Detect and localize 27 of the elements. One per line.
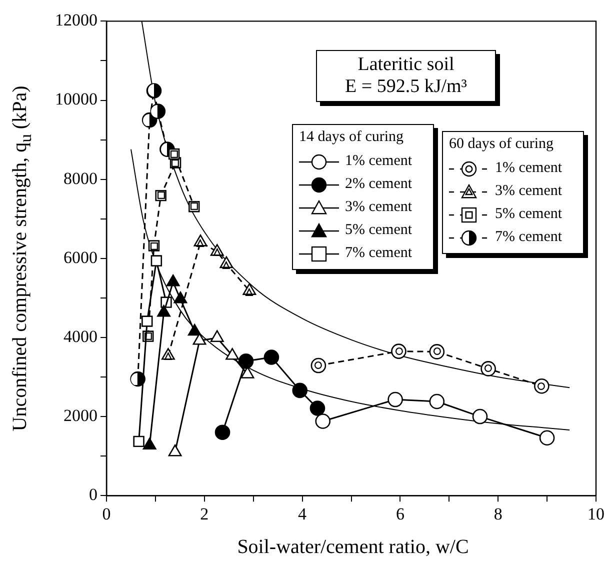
- x-tick-label: 6: [396, 504, 404, 524]
- legend-label: 3% cement: [345, 199, 412, 216]
- legend-label: 1% cement: [345, 153, 412, 170]
- x-tick-label: 8: [494, 504, 502, 524]
- x-tick-label: 0: [102, 504, 111, 524]
- y-tick-label: 12000: [55, 10, 98, 30]
- annotation: Lateritic soil: [356, 54, 456, 76]
- x-tick-label: 2: [200, 504, 209, 524]
- legend-label: 7% cement: [495, 229, 562, 246]
- legend-label: 5% cement: [345, 222, 412, 239]
- legend-label: 3% cement: [495, 183, 562, 200]
- legend-title: 14 days of curing: [299, 129, 405, 146]
- legend-label: 2% cement: [345, 176, 412, 193]
- annotation: 60 days of curing: [449, 136, 555, 153]
- y-tick-label: 8000: [64, 168, 98, 188]
- x-axis-title: Soil-water/cement ratio, w/C: [236, 536, 470, 559]
- y-tick-label: 2000: [64, 406, 98, 425]
- annotation: E = 592.5 kJ/m³: [344, 76, 468, 98]
- legend-label: 1% cement: [495, 160, 562, 177]
- x-tick-label: 10: [588, 504, 604, 524]
- legend-label: 5% cement: [495, 206, 562, 223]
- y-tick-label: 6000: [64, 248, 98, 267]
- y-tick-label: 10000: [55, 90, 98, 109]
- y-tick-label: 4000: [64, 326, 98, 346]
- x-tick-label: 4: [298, 504, 308, 524]
- y-tick-label: 0: [89, 485, 98, 504]
- legend-label: 7% cement: [345, 245, 412, 262]
